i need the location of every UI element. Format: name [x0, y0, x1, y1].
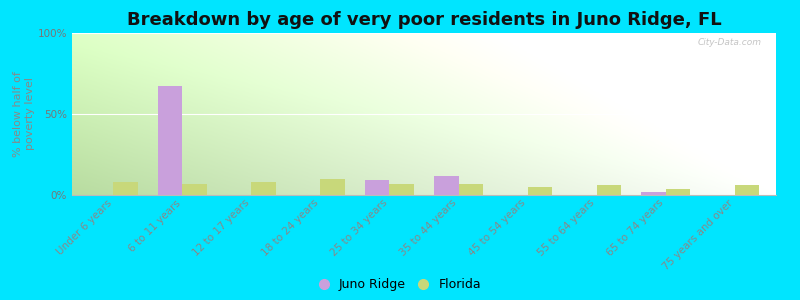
Bar — [182, 184, 206, 195]
Bar — [321, 179, 345, 195]
Bar — [434, 176, 458, 195]
Bar — [597, 185, 621, 195]
Legend: Juno Ridge, Florida: Juno Ridge, Florida — [317, 276, 483, 294]
Bar — [158, 86, 182, 195]
Bar — [734, 185, 758, 195]
Title: Breakdown by age of very poor residents in Juno Ridge, FL: Breakdown by age of very poor residents … — [126, 11, 722, 29]
Bar — [527, 187, 552, 195]
Bar — [642, 192, 666, 195]
Bar — [366, 180, 390, 195]
Bar — [390, 184, 414, 195]
Bar — [666, 188, 690, 195]
Y-axis label: % below half of
poverty level: % below half of poverty level — [14, 71, 35, 157]
Bar — [458, 184, 482, 195]
Text: City-Data.com: City-Data.com — [698, 38, 762, 47]
Bar — [114, 182, 138, 195]
Bar — [251, 182, 276, 195]
